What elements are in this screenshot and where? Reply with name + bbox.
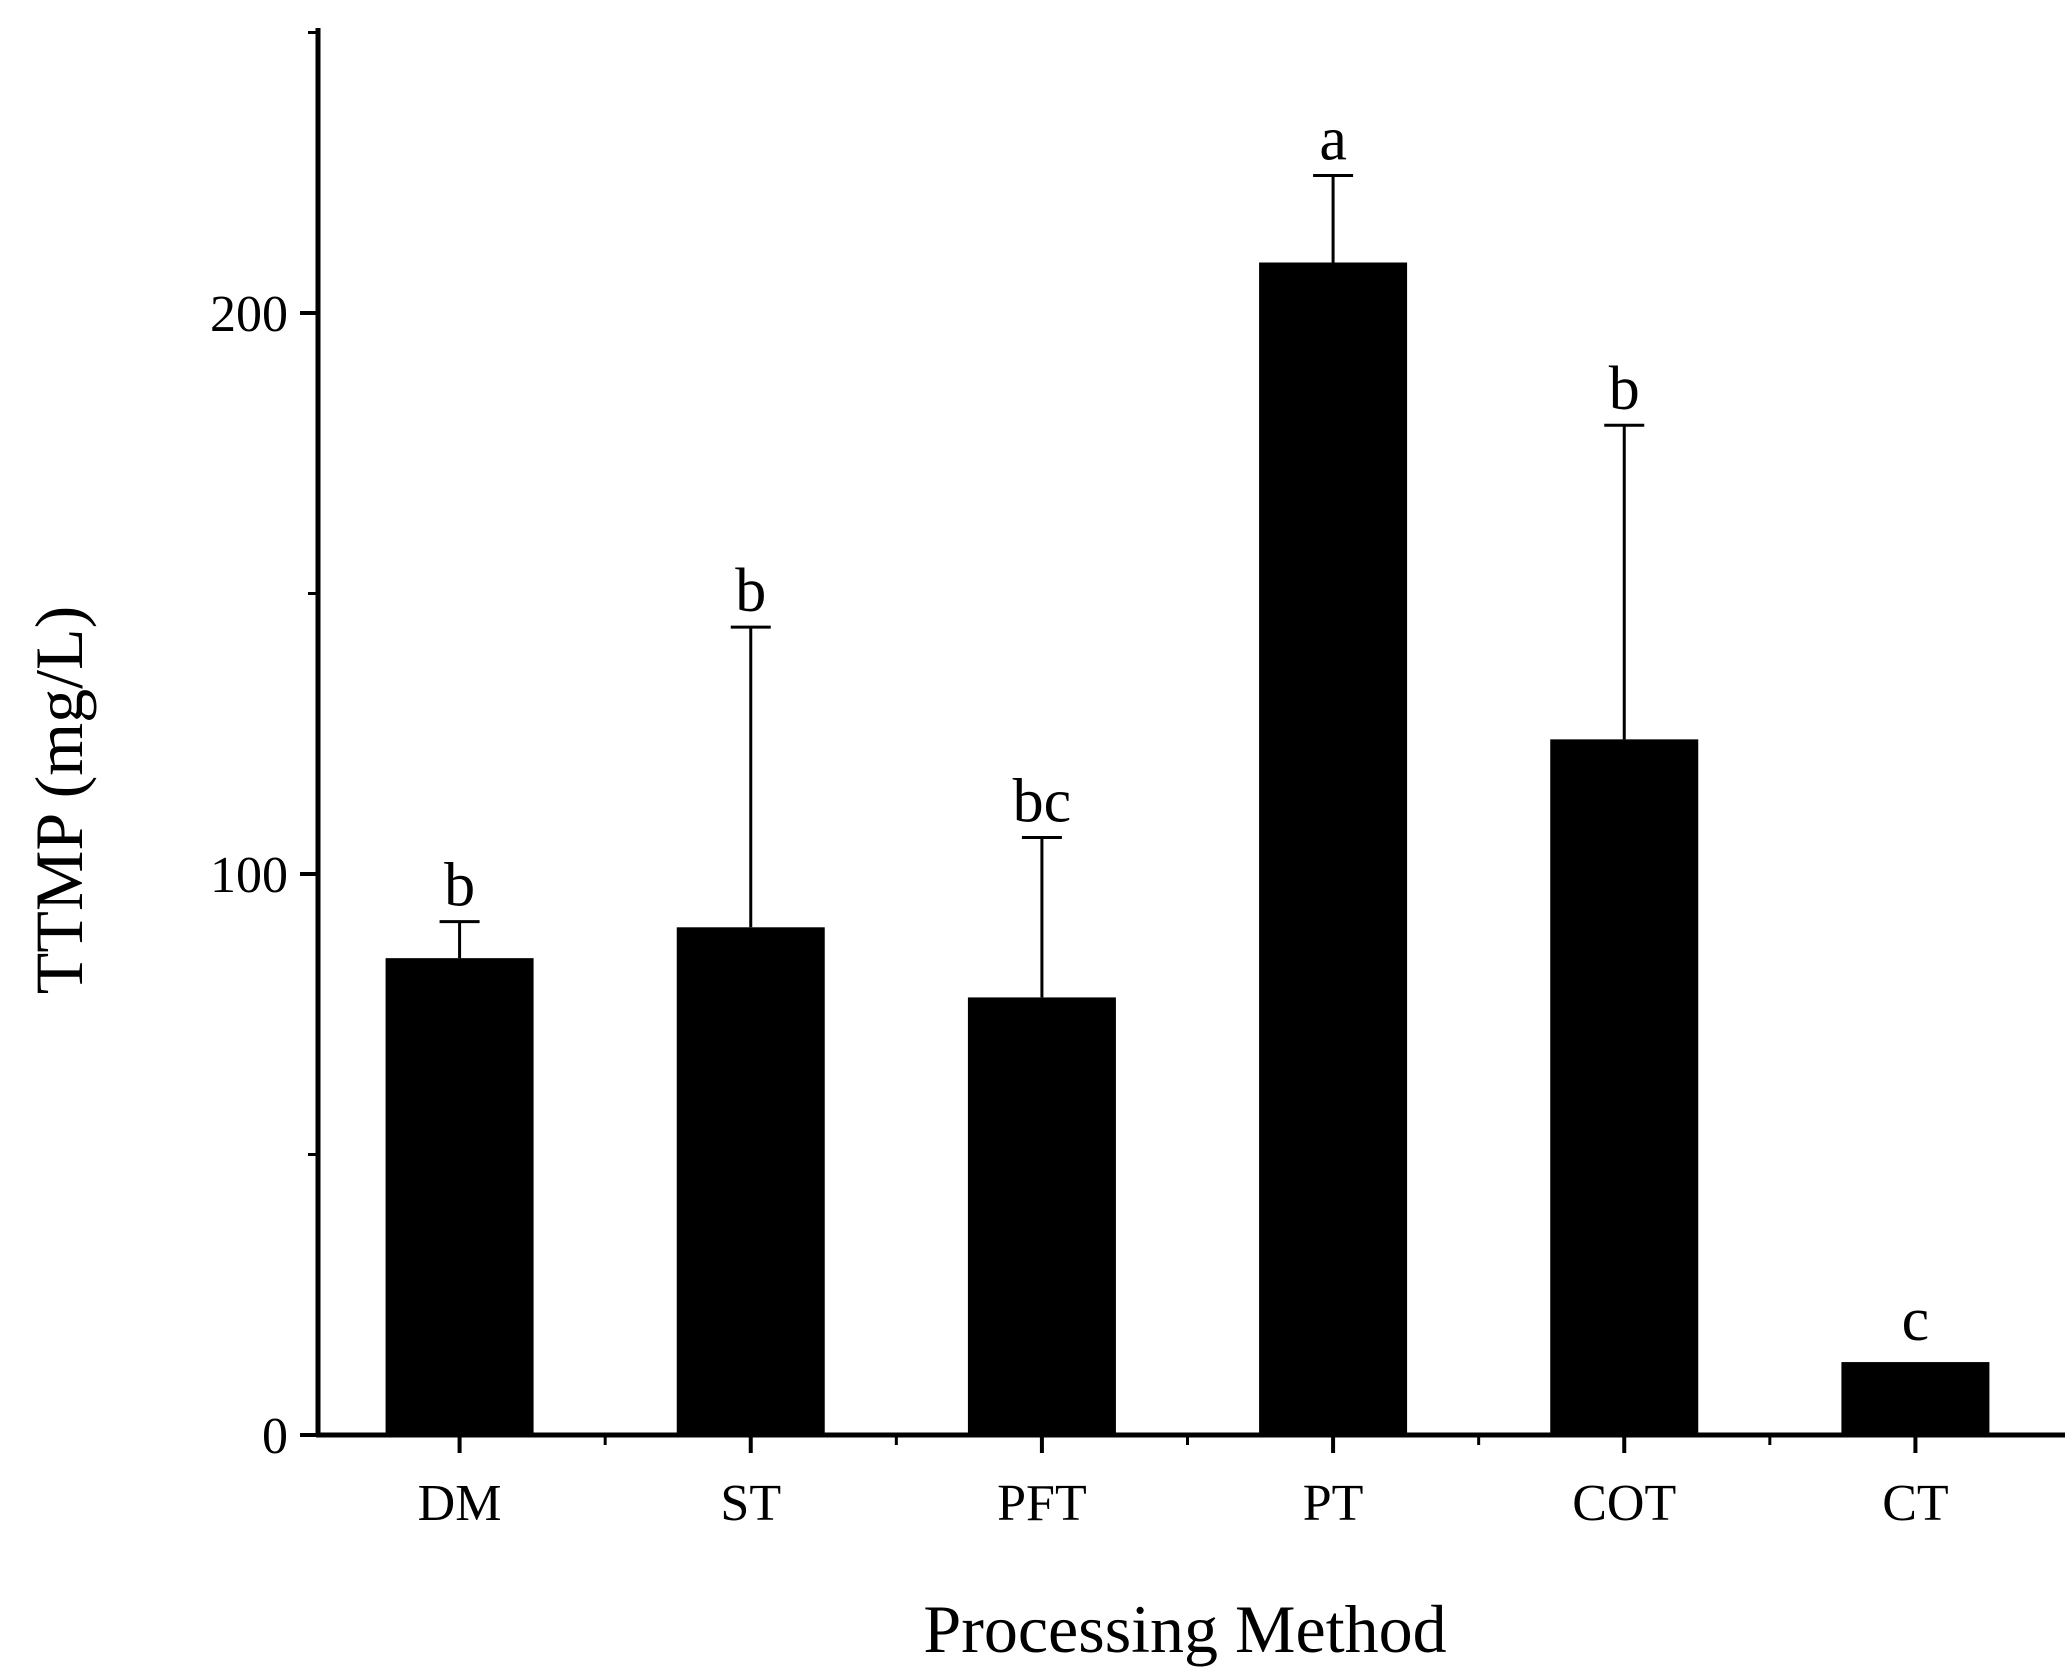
- significance-label-ct: c: [1902, 1286, 1930, 1354]
- x-tick-label-dm: DM: [418, 1475, 502, 1532]
- y-tick-label-0: 0: [262, 1408, 288, 1465]
- axes-layer: [315, 28, 2065, 1438]
- significance-label-dm: b: [444, 852, 475, 920]
- x-ticks-layer: DM ST PFT PT COT CT: [418, 1435, 1949, 1532]
- y-ticks-layer: 0 100 200: [210, 31, 318, 1465]
- x-axis-title: Processing Method: [923, 1591, 1446, 1667]
- significance-label-st: b: [735, 557, 766, 625]
- bar-pt: [1259, 262, 1408, 1435]
- y-axis-title: TTMP (mg/L): [21, 606, 97, 994]
- y-tick-label-100: 100: [210, 847, 288, 904]
- significance-label-pft: bc: [1013, 768, 1072, 836]
- bars-layer: [385, 262, 1990, 1435]
- significance-label-pt: a: [1319, 106, 1347, 174]
- significance-label-cot: b: [1609, 355, 1640, 423]
- y-tick-label-200: 200: [210, 286, 288, 343]
- x-tick-label-pt: PT: [1303, 1475, 1364, 1532]
- bar-ct: [1841, 1362, 1990, 1435]
- bar-dm: [385, 958, 534, 1435]
- error-bars-layer: [439, 174, 1645, 998]
- x-tick-label-st: ST: [720, 1475, 781, 1532]
- x-tick-label-ct: CT: [1882, 1475, 1948, 1532]
- x-tick-label-pft: PFT: [997, 1475, 1087, 1532]
- bar-cot: [1550, 739, 1699, 1435]
- bar-pft: [967, 997, 1116, 1435]
- bar-st: [676, 927, 825, 1435]
- x-tick-label-cot: COT: [1572, 1475, 1676, 1532]
